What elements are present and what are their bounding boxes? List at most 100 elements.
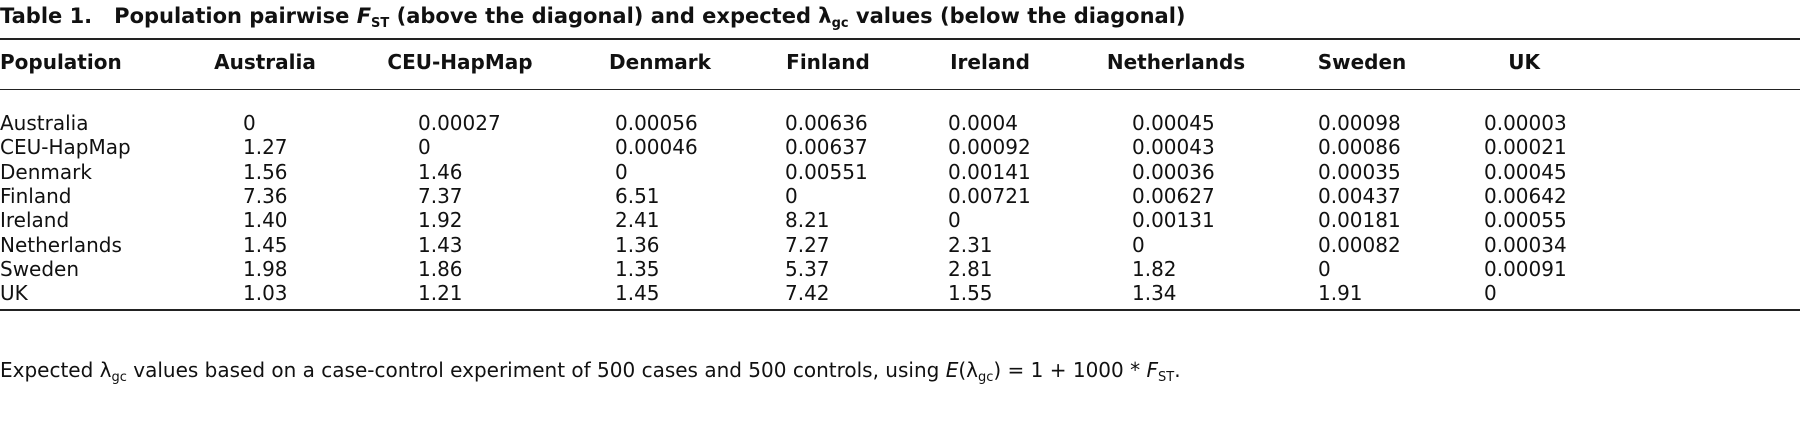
foot-text: Expected λ: [0, 358, 112, 382]
cell: 0.00027: [418, 111, 501, 135]
cell: 0.0004: [948, 111, 1018, 135]
title-text: values (below the diagonal): [848, 4, 1186, 28]
table-label: Table 1.: [0, 4, 93, 28]
cell: 0.00021: [1484, 135, 1567, 160]
cell: 0.00034: [1484, 232, 1567, 257]
cell: 1.27: [243, 135, 288, 160]
cell: 0.00043: [1132, 135, 1215, 160]
cell: 0.00045: [1484, 159, 1567, 184]
column-header: Finland: [786, 50, 870, 74]
row-header: Sweden: [0, 256, 80, 281]
cell: 1.03: [243, 281, 288, 306]
cell: 7.27: [785, 232, 830, 257]
foot-text: F: [1146, 358, 1158, 382]
column-header: Population: [0, 50, 122, 74]
cell: 0.00131: [1132, 208, 1215, 233]
cell: 0: [243, 111, 256, 135]
column-header: UK: [1508, 50, 1540, 74]
title-text: (above the diagonal) and expected λ: [389, 4, 832, 28]
cell: 0.00082: [1318, 232, 1401, 257]
cell: 0: [418, 135, 431, 160]
cell: 0: [948, 208, 961, 233]
cell: 0.00086: [1318, 135, 1401, 160]
title-sub: gc: [831, 16, 849, 31]
cell: 7.36: [243, 183, 288, 208]
cell: 2.41: [615, 208, 660, 233]
cell: 0.00627: [1132, 183, 1215, 208]
cell: 1.82: [1132, 256, 1177, 281]
table-title: Table 1. Population pairwise FST (above t…: [0, 4, 1186, 31]
cell: 7.37: [418, 183, 463, 208]
cell: 0: [785, 183, 798, 208]
row-header: Ireland: [0, 208, 70, 233]
footnote: Expected λ gc values based on a case-cont…: [0, 358, 1181, 385]
foot-sub: ST: [1157, 370, 1175, 385]
cell: 1.43: [418, 232, 463, 257]
cell: 0.00091: [1484, 256, 1567, 281]
cell: 0: [615, 159, 628, 184]
cell: 5.37: [785, 256, 830, 281]
cell: 1.40: [243, 208, 288, 233]
cell: 7.42: [785, 281, 830, 306]
foot-text: E: [945, 358, 959, 382]
row-header: Finland: [0, 183, 72, 208]
cell: 0.00551: [785, 159, 868, 184]
foot-text: (λ: [958, 358, 978, 382]
cell: 1.45: [615, 281, 660, 306]
bottom-rule: [0, 309, 1800, 311]
cell: 1.98: [243, 256, 288, 281]
top-rule: [0, 38, 1800, 40]
header-rule: [0, 89, 1800, 90]
cell: 8.21: [785, 208, 830, 233]
cell: 0.00055: [1484, 208, 1567, 233]
cell: 1.36: [615, 232, 660, 257]
column-header: CEU-HapMap: [387, 50, 533, 74]
cell: 0: [1132, 232, 1145, 257]
column-header: Ireland: [950, 50, 1030, 74]
cell: 2.31: [948, 232, 993, 257]
cell: 0.00003: [1484, 111, 1567, 135]
cell: 1.86: [418, 256, 463, 281]
cell: 0: [1484, 281, 1497, 306]
row-header: CEU-HapMap: [0, 135, 131, 160]
foot-sub: gc: [977, 370, 994, 385]
title-sub: ST: [371, 16, 390, 31]
cell: 1.35: [615, 256, 660, 281]
cell: 0: [1318, 256, 1331, 281]
cell: 0.00092: [948, 135, 1031, 160]
cell: 1.46: [418, 159, 463, 184]
cell: 0.00035: [1318, 159, 1401, 184]
cell: 0.00437: [1318, 183, 1401, 208]
cell: 0.00046: [615, 135, 698, 160]
cell: 0.00721: [948, 183, 1031, 208]
column-header: Australia: [214, 50, 316, 74]
cell: 1.92: [418, 208, 463, 233]
column-header: Denmark: [609, 50, 711, 74]
title-text: Population pairwise: [114, 4, 357, 28]
cell: 6.51: [615, 183, 660, 208]
cell: 0.00636: [785, 111, 868, 135]
cell: 0.00036: [1132, 159, 1215, 184]
cell: 1.91: [1318, 281, 1363, 306]
cell: 1.55: [948, 281, 993, 306]
row-header: Australia: [0, 111, 89, 135]
foot-text: values based on a case-control experimen…: [126, 358, 946, 382]
cell: 0.00181: [1318, 208, 1401, 233]
cell: 0.00642: [1484, 183, 1567, 208]
cell: 0.00045: [1132, 111, 1215, 135]
title-text: F: [356, 4, 372, 28]
column-header: Netherlands: [1106, 50, 1246, 74]
cell: 2.81: [948, 256, 993, 281]
column-header: Sweden: [1317, 50, 1407, 74]
cell: 0.00637: [785, 135, 868, 160]
cell: 1.34: [1132, 281, 1177, 306]
foot-text: .: [1174, 358, 1181, 382]
cell: 0.00056: [615, 111, 698, 135]
row-header: Denmark: [0, 159, 92, 184]
cell: 1.56: [243, 159, 288, 184]
cell: 0.00141: [948, 159, 1031, 184]
cell: 1.21: [418, 281, 463, 306]
foot-text: ) = 1 + 1000 *: [993, 358, 1147, 382]
cell: 1.45: [243, 232, 288, 257]
